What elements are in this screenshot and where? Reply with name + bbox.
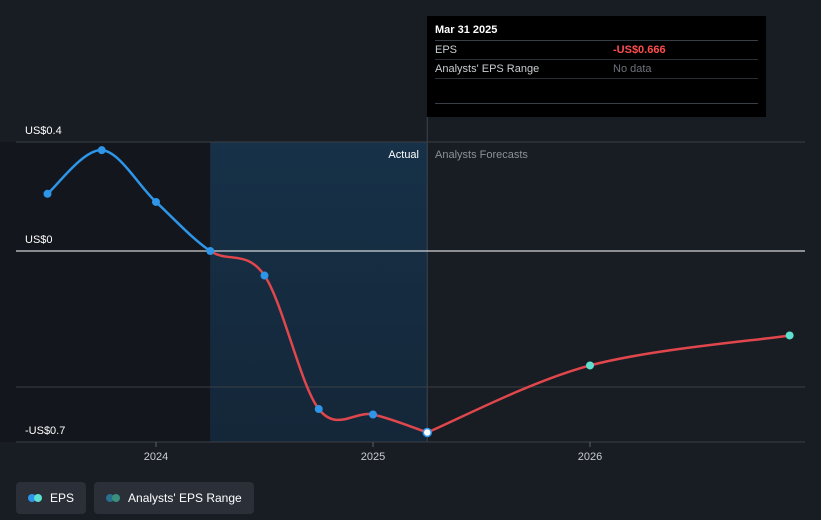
legend-dot-b <box>34 494 42 502</box>
x-tick-label: 2024 <box>144 451 168 463</box>
tooltip-date: Mar 31 2025 <box>435 24 758 41</box>
eps-line-negative <box>208 251 428 434</box>
range-legend-icon <box>106 493 122 503</box>
eps-point[interactable] <box>152 197 160 206</box>
actual-region <box>210 142 428 442</box>
y-axis-labels: US$0.4 US$0 -US$0.7 <box>25 125 65 437</box>
eps-point[interactable] <box>314 405 323 414</box>
legend-range-label: Analysts' EPS Range <box>128 491 242 505</box>
eps-legend-icon <box>28 493 44 503</box>
eps-point[interactable] <box>97 146 106 155</box>
eps-point[interactable] <box>422 427 432 438</box>
eps-forecast-point[interactable] <box>785 331 794 340</box>
legend-range-button[interactable]: Analysts' EPS Range <box>94 482 254 514</box>
forecast-label: Analysts Forecasts <box>435 149 528 161</box>
y-tick-label: -US$0.7 <box>25 425 65 437</box>
tooltip-row-range: Analysts' EPS Range No data <box>435 60 758 79</box>
tooltip: Mar 31 2025 EPS -US$0.666 Analysts' EPS … <box>427 16 766 117</box>
tooltip-row-eps: EPS -US$0.666 <box>435 41 758 60</box>
eps-line-positive <box>46 148 213 251</box>
x-tick-label: 2026 <box>578 451 602 463</box>
legend-dot-a <box>106 494 115 502</box>
gridlines <box>16 141 805 443</box>
legend-eps-button[interactable]: EPS <box>16 482 87 514</box>
past-shade <box>0 142 210 442</box>
legend-dot-b <box>112 494 121 502</box>
x-axis: 2024 2025 2026 <box>144 442 602 463</box>
eps-point[interactable] <box>43 189 52 198</box>
series-markers <box>43 146 794 438</box>
tooltip-eps-label: EPS <box>435 44 458 56</box>
eps-point[interactable] <box>206 247 215 255</box>
eps-forecast-point[interactable] <box>586 361 594 370</box>
tooltip-spacer <box>435 79 758 104</box>
eps-forecast-line <box>426 334 790 434</box>
eps-point[interactable] <box>260 271 269 280</box>
tooltip-eps-value: -US$0.666 <box>613 44 666 56</box>
legend-eps-label: EPS <box>50 491 75 505</box>
actual-label: Actual <box>388 149 419 161</box>
tooltip-range-label: Analysts' EPS Range <box>435 63 540 75</box>
tooltip-range-value: No data <box>613 63 652 75</box>
x-tick-label: 2025 <box>361 451 385 463</box>
eps-point[interactable] <box>369 410 377 419</box>
y-tick-label: US$0 <box>25 234 53 246</box>
legend-dot-a <box>28 494 36 502</box>
legend: EPS Analysts' EPS Range <box>16 482 254 514</box>
y-tick-label: US$0.4 <box>25 125 62 137</box>
